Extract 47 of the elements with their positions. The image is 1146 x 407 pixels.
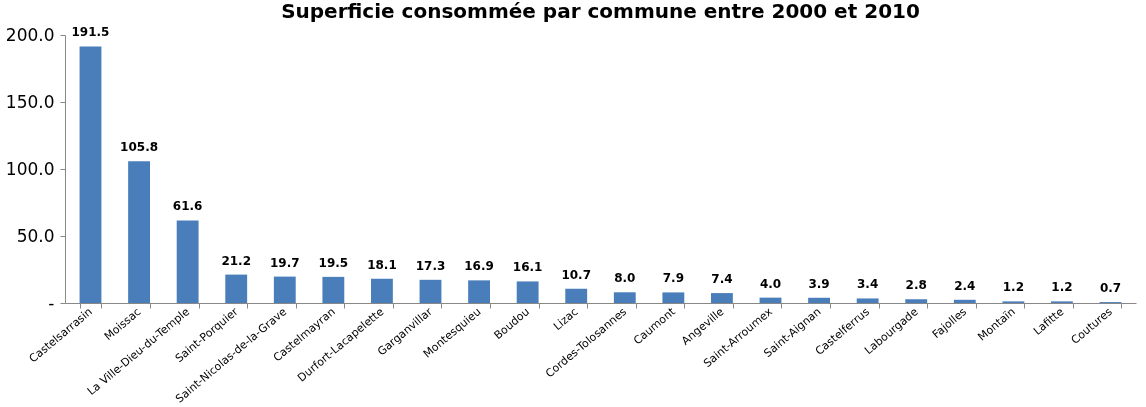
y-tick-label: 150.0 [5,91,55,112]
data-label: 7.4 [711,272,733,287]
y-tick-label: 50.0 [16,225,55,246]
data-label: 3.4 [857,277,879,292]
data-label: 61.6 [172,199,203,214]
data-label: 19.5 [318,255,349,270]
bar [371,278,393,303]
data-label: 17.3 [415,258,446,273]
data-label: 1.2 [1002,280,1024,295]
bar [419,279,442,303]
y-tick-label: - [48,292,55,313]
bar [808,297,830,303]
bar [613,292,636,303]
bar [905,299,928,303]
bar [79,46,102,303]
bar [662,292,685,303]
bar [176,220,199,303]
bar [856,298,879,303]
bar [516,281,539,303]
data-label: 191.5 [71,25,110,40]
data-label: 105.8 [120,140,159,155]
chart-title: Superficie consommée par commune entre 2000 et 2010 [281,0,920,23]
data-label: 2.4 [954,278,976,293]
data-label: 8.0 [614,271,636,286]
data-label: 7.9 [662,271,684,286]
bar [322,276,345,303]
data-label: 0.7 [1099,281,1122,296]
bar [711,293,733,303]
data-label: 10.7 [561,267,592,282]
data-label: 19.7 [269,255,300,270]
bar [128,161,150,303]
data-label: 21.2 [221,253,252,268]
bar [468,280,490,303]
bar [759,297,782,303]
bar [565,288,588,303]
bar [953,299,976,303]
data-label: 16.1 [512,260,543,275]
y-tick-label: 100.0 [5,158,55,179]
data-label: 4.0 [759,276,782,291]
data-label: 1.2 [1051,280,1073,295]
data-label: 18.1 [367,257,397,272]
data-label: 3.9 [808,276,830,291]
bar [225,274,248,303]
y-tick-label: 200.0 [5,24,55,45]
bar [273,276,296,303]
data-label: 16.9 [464,259,494,274]
data-label: 2.8 [905,278,927,293]
